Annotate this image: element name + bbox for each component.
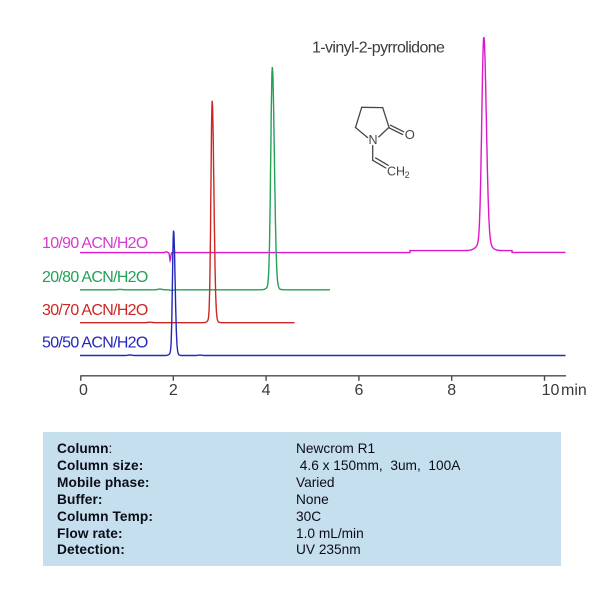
svg-text:8: 8 [447, 382, 456, 399]
svg-text:N: N [368, 133, 377, 147]
svg-text:2: 2 [169, 382, 178, 399]
svg-text:10: 10 [542, 382, 560, 399]
svg-text:1-vinyl-2-pyrrolidone: 1-vinyl-2-pyrrolidone [312, 40, 445, 57]
svg-text:10/90 ACN/H2O: 10/90 ACN/H2O [42, 235, 148, 252]
svg-text:50/50 ACN/H2O: 50/50 ACN/H2O [42, 335, 148, 352]
svg-text:CH: CH [387, 164, 405, 178]
svg-text:20/80 ACN/H2O: 20/80 ACN/H2O [42, 269, 148, 286]
svg-text:min: min [561, 382, 587, 399]
svg-text:2: 2 [405, 170, 410, 180]
svg-text:4: 4 [262, 382, 271, 399]
svg-text:30/70 ACN/H2O: 30/70 ACN/H2O [42, 302, 148, 319]
svg-text:0: 0 [79, 382, 88, 399]
svg-text:O: O [405, 127, 415, 142]
svg-text:6: 6 [354, 382, 363, 399]
